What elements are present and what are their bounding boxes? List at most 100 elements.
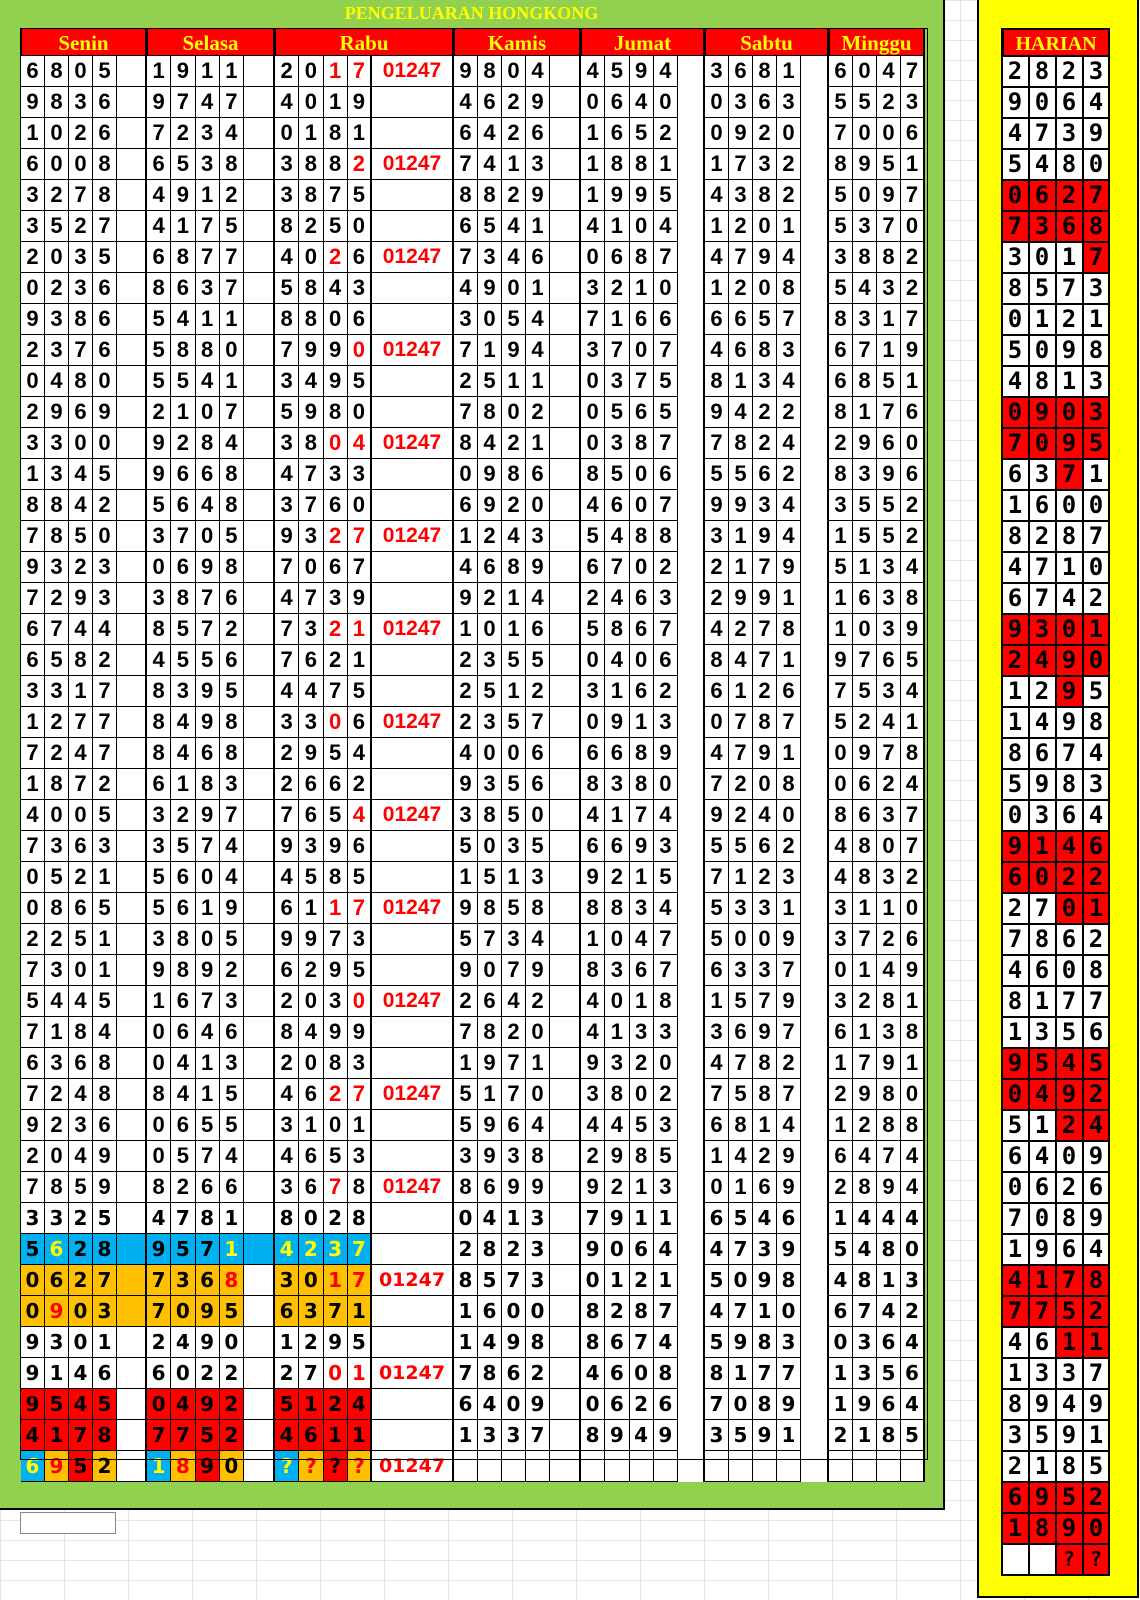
- senin-spacer-cell: [117, 1265, 147, 1296]
- selasa-digit: 5: [220, 924, 244, 955]
- senin-digit: 2: [45, 180, 69, 211]
- kamis-digit: 1: [526, 428, 550, 459]
- rabu-digit: 8: [275, 304, 299, 335]
- minggu-digit: 0: [901, 211, 925, 242]
- selected-cell-box[interactable]: [20, 1512, 116, 1534]
- sabtu-digit: 1: [729, 1358, 753, 1389]
- kamis-digit: 5: [502, 707, 526, 738]
- senin-digit: 5: [45, 211, 69, 242]
- jumat-digit: 8: [630, 769, 654, 800]
- selasa-spacer-cell: [244, 1203, 275, 1234]
- selasa-spacer-cell: [244, 149, 275, 180]
- minggu-digit: 6: [901, 397, 925, 428]
- kamis-spacer-cell: [550, 552, 581, 583]
- kamis-digit: 4: [502, 211, 526, 242]
- kamis-digit: 4: [526, 335, 550, 366]
- harian-digit: 7: [1002, 924, 1029, 955]
- selasa-digit: 7: [196, 242, 220, 273]
- kamis-digit: 4: [526, 583, 550, 614]
- minggu-digit: 2: [829, 1079, 853, 1110]
- selasa-spacer-cell: [244, 56, 275, 87]
- senin-digit: 1: [69, 676, 93, 707]
- selasa-digit: 6: [220, 645, 244, 676]
- harian-digit: 6: [1029, 180, 1056, 211]
- kamis-digit: 6: [478, 87, 502, 118]
- senin-spacer-cell: [117, 211, 147, 242]
- harian-digit: 6: [1056, 87, 1083, 118]
- sabtu-digit: 5: [729, 1079, 753, 1110]
- rabu-digit: 3: [275, 180, 299, 211]
- jumat-spacer-cell: [678, 893, 705, 924]
- sabtu-digit: 8: [729, 1110, 753, 1141]
- minggu-digit: 2: [877, 87, 901, 118]
- senin-digit: 1: [21, 707, 45, 738]
- selasa-spacer-cell: [244, 1420, 275, 1451]
- senin-digit: 4: [69, 986, 93, 1017]
- harian-digit: 7: [1002, 428, 1029, 459]
- selasa-spacer-cell: [244, 242, 275, 273]
- selasa-digit: 5: [220, 1110, 244, 1141]
- selasa-digit: 1: [196, 56, 220, 87]
- kamis-spacer-cell: [550, 924, 581, 955]
- minggu-digit: 8: [877, 1079, 901, 1110]
- jumat-spacer-cell: [678, 1420, 705, 1451]
- harian-digit: 7: [1056, 738, 1083, 769]
- minggu-digit: 5: [829, 552, 853, 583]
- senin-digit: 4: [69, 459, 93, 490]
- sabtu-digit: 7: [729, 738, 753, 769]
- selasa-digit: 0: [196, 924, 220, 955]
- rabu-extra-cell: [372, 1141, 454, 1172]
- minggu-digit: 1: [853, 397, 877, 428]
- harian-digit: 7: [1083, 1358, 1110, 1389]
- sabtu-digit: 4: [777, 242, 801, 273]
- rabu-extra-cell: [372, 273, 454, 304]
- senin-digit: 2: [69, 211, 93, 242]
- sabtu-spacer-cell: [801, 707, 829, 738]
- kamis-digit: 0: [478, 304, 502, 335]
- kamis-digit: 0: [478, 955, 502, 986]
- sabtu-digit: 3: [777, 862, 801, 893]
- selasa-digit: 2: [220, 1389, 244, 1420]
- kamis-digit: 1: [454, 614, 478, 645]
- jumat-digit: 4: [581, 211, 605, 242]
- sabtu-digit: 8: [777, 1265, 801, 1296]
- sabtu-digit: 6: [705, 676, 729, 707]
- selasa-digit: 8: [147, 1172, 171, 1203]
- rabu-digit: 3: [324, 986, 348, 1017]
- senin-spacer-cell: [117, 1017, 147, 1048]
- jumat-digit: 9: [630, 180, 654, 211]
- harian-digit: 1: [1029, 1265, 1056, 1296]
- senin-digit: 1: [21, 769, 45, 800]
- jumat-digit: 4: [630, 1420, 654, 1451]
- sabtu-digit: 2: [777, 459, 801, 490]
- harian-digit: 1: [1056, 366, 1083, 397]
- minggu-digit: 8: [901, 1017, 925, 1048]
- senin-digit: 7: [21, 738, 45, 769]
- senin-digit: 0: [69, 149, 93, 180]
- kamis-spacer-cell: [550, 614, 581, 645]
- selasa-digit: 3: [196, 273, 220, 304]
- kamis-digit: 2: [454, 366, 478, 397]
- minggu-digit: [829, 1451, 853, 1482]
- senin-digit: 6: [93, 118, 117, 149]
- minggu-digit: 4: [877, 707, 901, 738]
- senin-digit: 3: [93, 552, 117, 583]
- jumat-digit: [581, 1451, 605, 1482]
- kamis-digit: 3: [478, 707, 502, 738]
- selasa-spacer-cell: [244, 397, 275, 428]
- rabu-extra-cell: [372, 583, 454, 614]
- sabtu-digit: 8: [753, 1327, 777, 1358]
- rabu-digit: 5: [348, 1327, 372, 1358]
- kamis-digit: 4: [502, 986, 526, 1017]
- senin-digit: 5: [45, 645, 69, 676]
- jumat-digit: 4: [605, 583, 629, 614]
- rabu-digit: 1: [348, 1296, 372, 1327]
- sabtu-digit: 5: [705, 459, 729, 490]
- harian-digit: 3: [1029, 1017, 1056, 1048]
- harian-digit: 1: [1029, 304, 1056, 335]
- kamis-digit: 4: [502, 521, 526, 552]
- harian-digit: 6: [1029, 955, 1056, 986]
- jumat-digit: 3: [654, 707, 678, 738]
- selasa-digit: 7: [171, 1203, 195, 1234]
- selasa-digit: 6: [220, 1017, 244, 1048]
